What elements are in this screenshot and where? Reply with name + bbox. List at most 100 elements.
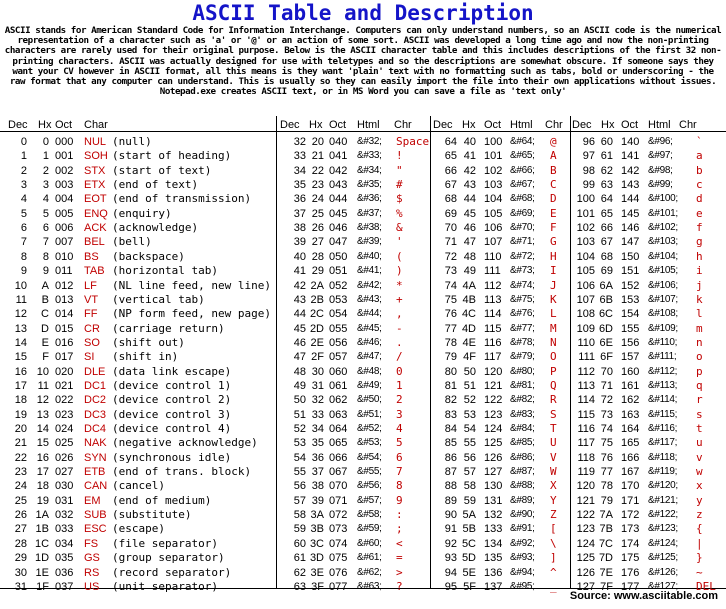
octal-cell: 065	[329, 437, 348, 450]
char-description-cell: (cancel)	[112, 479, 165, 493]
html-entity-cell: &#42;	[357, 279, 382, 291]
html-entity-cell: &#94;	[510, 566, 535, 578]
octal-cell: 037	[55, 580, 74, 593]
char-code-cell: NAK	[84, 437, 107, 450]
html-entity-cell: &#92;	[510, 537, 535, 549]
html-entity-cell: &#89;	[510, 494, 535, 506]
decimal-cell: 94	[444, 566, 457, 579]
decimal-cell: 62	[293, 566, 306, 579]
decimal-cell: 50	[293, 394, 306, 407]
html-entity-cell: &#102;	[648, 222, 678, 234]
octal-cell: 026	[55, 451, 74, 464]
html-entity-cell: &#58;	[357, 509, 382, 521]
octal-cell: 160	[621, 365, 640, 378]
hex-cell: 39	[311, 494, 324, 507]
octal-cell: 172	[621, 509, 640, 522]
char-cell: ~	[696, 565, 703, 579]
char-cell: $	[396, 192, 403, 206]
octal-cell: 016	[55, 336, 74, 349]
hex-cell: 7A	[599, 509, 613, 522]
column-header: Hx	[38, 119, 52, 131]
hex-cell: 62	[600, 164, 613, 177]
html-entity-cell: &#104;	[648, 250, 678, 262]
hex-cell: 3F	[311, 580, 324, 593]
html-entity-cell: &#90;	[510, 509, 535, 521]
decimal-cell: 17	[14, 379, 27, 392]
char-cell: e	[696, 206, 703, 220]
octal-cell: 055	[329, 322, 348, 335]
decimal-cell: 81	[444, 379, 457, 392]
html-entity-cell: &#44;	[357, 308, 382, 320]
char-cell: X	[550, 479, 557, 493]
decimal-cell: 76	[444, 308, 457, 321]
html-entity-cell: &#97;	[648, 150, 673, 162]
octal-cell: 054	[329, 308, 348, 321]
char-cell: l	[696, 307, 703, 321]
octal-cell: 142	[621, 164, 640, 177]
html-entity-cell: &#62;	[357, 566, 382, 578]
decimal-cell: 123	[576, 523, 595, 536]
char-cell: \	[550, 536, 557, 550]
html-entity-cell: &#70;	[510, 222, 535, 234]
html-entity-cell: &#77;	[510, 322, 535, 334]
decimal-cell: 93	[444, 552, 457, 565]
hex-cell: 6	[42, 222, 49, 235]
octal-cell: 171	[621, 494, 640, 507]
html-entity-cell: &#96;	[648, 136, 673, 147]
octal-cell: 127	[484, 466, 503, 479]
char-description-cell: (shift out)	[112, 335, 185, 349]
hex-cell: 9	[42, 265, 49, 278]
char-cell: w	[696, 465, 703, 479]
char-cell: {	[696, 522, 703, 536]
hex-cell: 24	[311, 193, 324, 206]
hex-cell: 58	[463, 480, 476, 493]
octal-cell: 101	[484, 150, 503, 163]
decimal-cell: 72	[444, 250, 457, 263]
char-description-cell: (carriage return)	[112, 321, 225, 335]
char-code-cell: CAN	[84, 480, 108, 493]
hex-cell: 23	[311, 179, 324, 192]
html-entity-cell: &#32;	[357, 136, 382, 147]
char-cell: "	[396, 163, 403, 177]
divider	[0, 588, 726, 589]
html-entity-cell: &#99;	[648, 179, 673, 191]
decimal-cell: 38	[293, 222, 306, 235]
hex-cell: 1A	[35, 509, 49, 522]
char-cell: m	[696, 321, 703, 335]
html-entity-cell: &#37;	[357, 207, 382, 219]
octal-cell: 155	[621, 322, 640, 335]
column-header: Html	[648, 119, 671, 131]
char-cell: D	[550, 192, 557, 206]
decimal-cell: 68	[444, 193, 457, 206]
column-header: Dec	[433, 119, 453, 131]
char-cell: u	[696, 436, 703, 450]
hex-cell: 29	[311, 265, 324, 278]
hex-cell: 7	[42, 236, 49, 249]
char-cell: @	[550, 135, 557, 148]
octal-cell: 165	[621, 437, 640, 450]
hex-cell: 55	[463, 437, 476, 450]
decimal-cell: 113	[577, 379, 595, 392]
decimal-cell: 80	[444, 365, 457, 378]
char-code-cell: DLE	[84, 365, 106, 378]
decimal-cell: 124	[576, 537, 595, 550]
hex-cell: 64	[600, 193, 613, 206]
octal-cell: 156	[621, 336, 640, 349]
char-description-cell: (acknowledge)	[112, 221, 199, 235]
decimal-cell: 71	[444, 236, 457, 249]
octal-cell: 021	[55, 379, 74, 392]
decimal-cell: 40	[293, 250, 306, 263]
char-cell: y	[696, 493, 703, 507]
html-entity-cell: &#126;	[648, 566, 678, 578]
decimal-cell: 111	[578, 351, 595, 364]
decimal-cell: 126	[576, 566, 595, 579]
html-entity-cell: &#45;	[357, 322, 382, 334]
octal-cell: 143	[621, 179, 640, 192]
char-cell: ;	[396, 522, 403, 536]
hex-cell: 61	[600, 150, 613, 163]
octal-cell: 067	[329, 466, 348, 479]
hex-cell: 6C	[598, 308, 613, 321]
octal-cell: 125	[484, 437, 503, 450]
html-entity-cell: &#65;	[510, 150, 535, 162]
octal-cell: 063	[329, 408, 348, 421]
